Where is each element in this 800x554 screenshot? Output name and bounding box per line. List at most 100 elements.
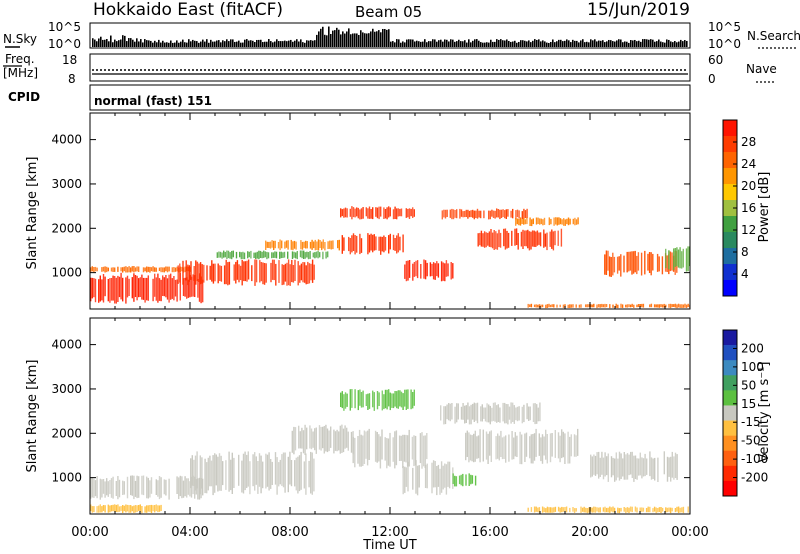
colorbar-swatch — [723, 248, 737, 265]
colorbar-tick-label: 50 — [741, 378, 756, 392]
colorbar-tick-label: 4 — [741, 267, 749, 281]
nave-label: Nave — [746, 62, 777, 76]
nsky-panel: N.Sky 10^5 10^0 10^5 10^0 N.Search — [3, 20, 800, 51]
power-ylabel: Slant Range [km] — [25, 157, 40, 270]
power-band-6 — [340, 206, 415, 220]
colorbar-swatch — [723, 264, 737, 281]
velocity-colorbar-label: Velocity [m s⁻¹] — [757, 362, 772, 463]
colorbar-swatch — [723, 375, 737, 391]
power-colorbar: 28 24 20 16 12 8 4 — [722, 119, 756, 297]
colorbar-swatch — [723, 200, 737, 217]
power-band-2 — [177, 259, 315, 286]
colorbar-tick-label: 8 — [741, 245, 749, 259]
x-tick-label: 08:00 — [271, 525, 308, 540]
nsky-tick-top: 10^5 — [48, 20, 81, 34]
cpid-label: CPID — [8, 90, 40, 104]
colorbar-tick-label: 15 — [741, 397, 756, 411]
power-band-7 — [404, 259, 454, 282]
power-band-9 — [477, 228, 563, 251]
colorbar-tick-label: 28 — [741, 135, 756, 149]
colorbar-swatch — [723, 405, 737, 421]
colorbar-swatch — [723, 420, 737, 436]
colorbar-swatch — [723, 345, 737, 361]
x-axis-ticks: 00:00 04:00 08:00 12:00 16:00 20:00 00:00 — [71, 525, 708, 540]
velocity-y-ticks: 1000 2000 3000 4000 — [51, 318, 691, 514]
y-tick-label: 2000 — [51, 426, 82, 440]
cpid-panel: CPID normal (fast) 151 — [8, 84, 691, 111]
colorbar-swatch — [723, 390, 737, 406]
station-title: Hokkaido East (fitACF) — [93, 0, 283, 20]
velocity-band-11 — [90, 504, 162, 514]
nsky-tick-bottom: 10^0 — [48, 37, 81, 51]
colorbar-swatch — [723, 120, 737, 137]
x-tick-label: 16:00 — [471, 525, 508, 540]
power-panel: 1000 2000 3000 4000 Slant Range [km] — [25, 112, 691, 310]
x-tick-label: 00:00 — [71, 525, 108, 540]
velocity-band-5 — [402, 460, 454, 496]
y-tick-label: 4000 — [51, 338, 82, 352]
colorbar-swatch — [723, 480, 737, 497]
colorbar-swatch — [723, 168, 737, 185]
colorbar-tick-label: -100 — [741, 452, 768, 466]
colorbar-tick-label: 12 — [741, 223, 756, 237]
colorbar-swatch — [723, 136, 737, 153]
y-tick-label: 4000 — [51, 133, 82, 147]
y-tick-label: 3000 — [51, 382, 82, 396]
colorbar-swatch — [723, 280, 737, 297]
nsky-histogram — [92, 26, 688, 47]
nsky-label: N.Sky — [3, 32, 37, 46]
colorbar-tick-label: 16 — [741, 201, 756, 215]
freq-label-2: [MHz] — [3, 66, 38, 80]
x-tick-label: 20:00 — [571, 525, 608, 540]
colorbar-tick-label: 200 — [741, 341, 764, 355]
velocity-colorbar: 200 100 50 15 -15 -50 -100 -200 — [722, 329, 768, 497]
power-colorbar-label: Power [dB] — [757, 172, 772, 243]
cpid-value: normal (fast) 151 — [94, 94, 212, 108]
colorbar-swatch — [723, 435, 737, 452]
colorbar-tick-label: 100 — [741, 360, 764, 374]
colorbar-tick-label: -50 — [741, 434, 761, 448]
velocity-band-2 — [291, 424, 354, 455]
power-band-3 — [216, 250, 329, 260]
velocity-band-1 — [190, 451, 315, 496]
power-band-12 — [527, 303, 691, 309]
colorbar-swatch — [723, 232, 737, 249]
freq-label-1: Freq. — [5, 52, 35, 66]
power-y-ticks: 1000 2000 3000 4000 — [51, 113, 691, 309]
velocity-band-9 — [590, 451, 678, 482]
x-axis-label: Time UT — [362, 538, 416, 553]
velocity-band-0 — [90, 475, 204, 500]
colorbar-swatch — [723, 152, 737, 169]
velocity-band-10 — [527, 506, 689, 514]
velocity-band-7 — [465, 428, 579, 465]
colorbar-tick-label: -200 — [741, 471, 768, 485]
nave-tick-bottom: 0 — [708, 72, 716, 86]
velocity-band-3 — [340, 389, 415, 411]
power-band-10 — [515, 217, 579, 227]
power-band-8 — [441, 208, 528, 220]
freq-tick-top: 18 — [62, 53, 77, 67]
velocity-data — [90, 389, 689, 514]
y-tick-label: 1000 — [51, 266, 82, 280]
x-tick-label: 04:00 — [171, 525, 208, 540]
beam-title: Beam 05 — [355, 3, 422, 21]
freq-panel: Freq. [MHz] 18 8 60 0 Nave — [3, 52, 777, 86]
colorbar-swatch — [723, 465, 737, 482]
velocity-band-4 — [352, 428, 428, 469]
colorbar-tick-label: 24 — [741, 157, 756, 171]
date-title: 15/Jun/2019 — [587, 0, 690, 20]
power-band-0 — [90, 272, 204, 304]
freq-tick-bottom: 8 — [68, 72, 76, 86]
velocity-panel: 1000 2000 3000 4000 Slant Range [km] — [25, 317, 691, 515]
velocity-band-8 — [452, 473, 477, 487]
power-band-4 — [265, 239, 340, 251]
colorbar-swatch — [723, 216, 737, 233]
velocity-ylabel: Slant Range [km] — [25, 360, 40, 473]
nsearch-tick-bottom: 10^0 — [708, 37, 741, 51]
nave-tick-top: 60 — [708, 53, 723, 67]
colorbar-swatch — [723, 450, 737, 467]
colorbar-swatch — [723, 360, 737, 376]
colorbar-swatch — [723, 184, 737, 201]
y-tick-label: 2000 — [51, 221, 82, 235]
